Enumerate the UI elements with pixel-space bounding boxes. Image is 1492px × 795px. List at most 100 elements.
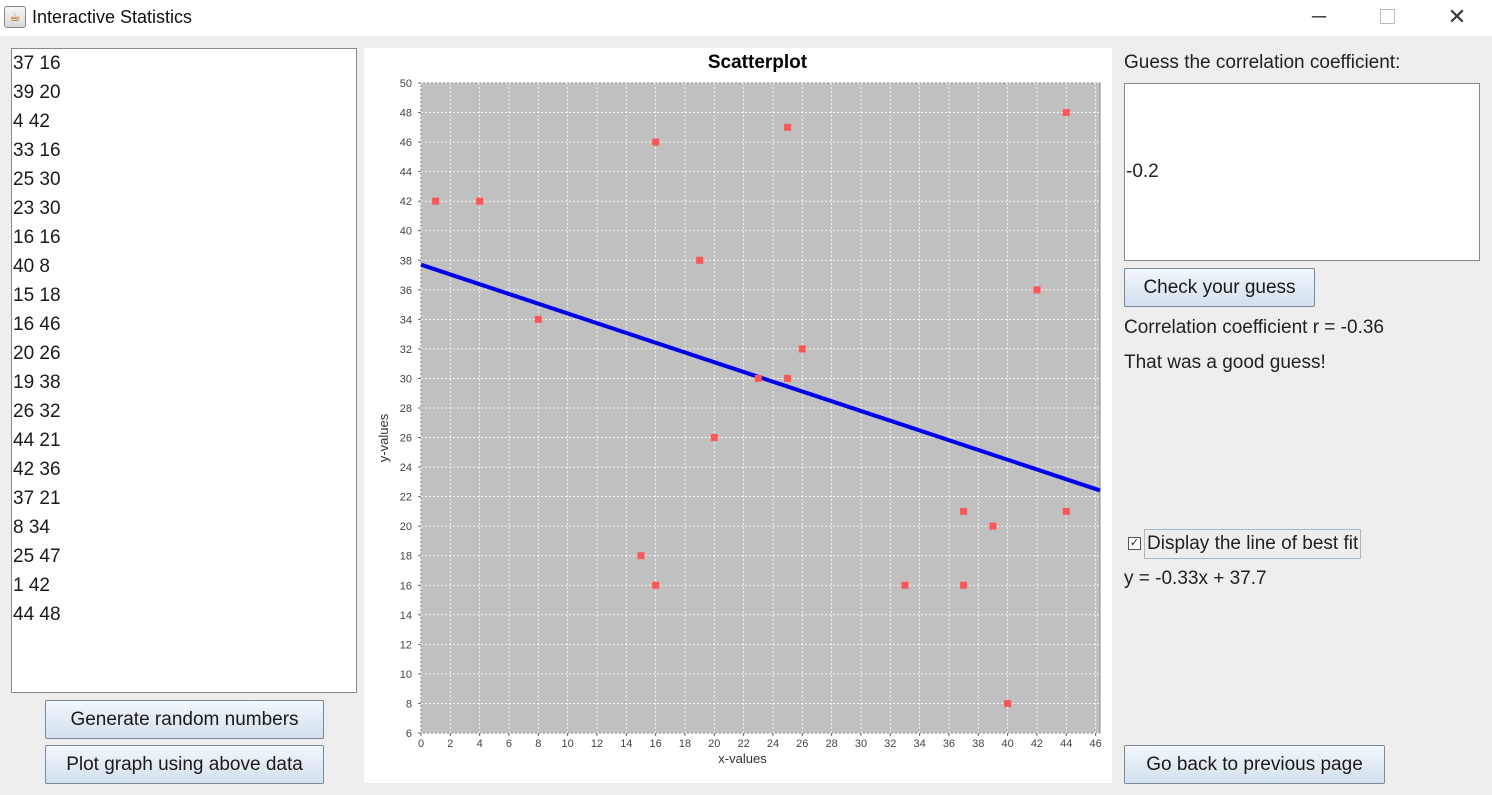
x-tick-label: 20 <box>708 738 720 750</box>
data-line: 8 34 <box>13 517 50 538</box>
x-tick-label: 40 <box>1001 738 1013 750</box>
x-tick-label: 30 <box>855 738 867 750</box>
data-line: 20 26 <box>13 343 61 364</box>
data-point <box>637 552 645 560</box>
data-point <box>432 197 440 205</box>
x-tick-label: 10 <box>562 738 574 750</box>
y-tick-label: 30 <box>400 373 412 385</box>
x-tick-label: 14 <box>620 738 632 750</box>
y-tick-label: 38 <box>400 255 412 267</box>
x-tick-label: 12 <box>591 738 603 750</box>
data-point <box>696 256 704 264</box>
data-point <box>1033 286 1041 294</box>
y-tick-label: 40 <box>400 226 412 238</box>
scatterplot-panel: 0 2 4 6 8 10 12 14 16 18 20 22 24 26 28 30 32 34 36 38 40 42 4… <box>364 48 1112 783</box>
x-tick-label: 26 <box>796 738 808 750</box>
data-line: 44 48 <box>13 604 61 625</box>
guess-value: -0.2 <box>1126 161 1159 182</box>
data-line: 1 42 <box>13 575 50 596</box>
guess-feedback: That was a good guess! <box>1124 352 1326 373</box>
x-tick-label: 18 <box>679 738 691 750</box>
y-tick-label: 44 <box>400 167 412 179</box>
x-tick-label: 2 <box>447 738 453 750</box>
y-tick-label: 36 <box>400 285 412 297</box>
data-point <box>1062 109 1070 117</box>
y-tick-label: 28 <box>400 403 412 415</box>
y-tick-label: 26 <box>400 433 412 445</box>
x-tick-label: 8 <box>535 738 541 750</box>
data-point <box>710 434 718 442</box>
generate-random-numbers-button[interactable]: Generate random numbers <box>45 700 324 739</box>
x-axis-label: x-values <box>718 751 767 766</box>
data-point <box>960 581 968 589</box>
data-line: 37 21 <box>13 488 61 509</box>
data-line: 42 36 <box>13 459 61 480</box>
data-line: 25 47 <box>13 546 61 567</box>
data-point <box>1004 699 1012 707</box>
data-point <box>784 123 792 131</box>
y-tick-label: 14 <box>400 610 412 622</box>
maximize-icon <box>1379 9 1395 25</box>
data-point <box>989 522 997 530</box>
best-fit-equation: y = -0.33x + 37.7 <box>1124 568 1267 589</box>
data-line: 16 46 <box>13 314 61 335</box>
data-line: 15 18 <box>13 285 61 306</box>
window-title: Interactive Statistics <box>32 7 193 27</box>
x-tick-label: 0 <box>418 738 424 750</box>
y-tick-label: 50 <box>400 78 412 90</box>
chart-title: Scatterplot <box>708 52 808 73</box>
checkbox-check-icon[interactable]: ✓ <box>1128 537 1141 550</box>
data-line: 26 32 <box>13 401 61 422</box>
title-bar: ☕ Interactive Statistics ─ ✕ <box>0 0 1492 36</box>
data-point <box>652 581 660 589</box>
x-tick-label: 6 <box>506 738 512 750</box>
scatterplot-svg: 0 2 4 6 8 10 12 14 16 18 20 22 24 26 28 30 32 34 36 38 40 42 4… <box>376 52 1102 766</box>
x-tick-label: 36 <box>943 738 955 750</box>
best-fit-checkbox[interactable]: ✓ Display the line of best fit <box>1124 529 1367 559</box>
best-fit-checkbox-label[interactable]: Display the line of best fit <box>1144 529 1362 559</box>
data-point <box>960 507 968 515</box>
plot-graph-button[interactable]: Plot graph using above data <box>45 745 324 784</box>
x-tick-label: 42 <box>1031 738 1043 750</box>
y-tick-label: 34 <box>400 314 412 326</box>
correlation-result: Correlation coefficient r = -0.36 <box>1124 317 1384 338</box>
data-point <box>901 581 909 589</box>
y-tick-label: 16 <box>400 580 412 592</box>
y-tick-label: 24 <box>400 462 412 474</box>
data-line: 33 16 <box>13 140 61 161</box>
data-point <box>534 315 542 323</box>
data-line: 19 38 <box>13 372 61 393</box>
java-cup-icon: ☕ <box>4 6 26 28</box>
x-tick-label: 16 <box>650 738 662 750</box>
data-point <box>754 374 762 382</box>
y-tick-label: 6 <box>406 728 412 740</box>
data-text-area[interactable]: 37 16 39 20 4 42 33 16 25 30 23 30 16 16 40 8 15… <box>11 48 357 693</box>
y-tick-label: 18 <box>400 551 412 563</box>
maximize-button[interactable] <box>1364 0 1410 36</box>
x-tick-label: 28 <box>826 738 838 750</box>
x-tick-label: 46 <box>1089 738 1101 750</box>
y-tick-label: 48 <box>400 108 412 120</box>
data-point <box>476 197 484 205</box>
go-back-button[interactable]: Go back to previous page <box>1124 745 1385 784</box>
close-button[interactable]: ✕ <box>1447 4 1467 29</box>
data-line: 40 8 <box>13 256 50 277</box>
data-point <box>1062 507 1070 515</box>
y-axis-label: y-values <box>376 413 391 462</box>
y-tick-label: 8 <box>406 698 412 710</box>
data-line: 23 30 <box>13 198 61 219</box>
x-tick-label: 4 <box>477 738 483 750</box>
x-tick-label: 22 <box>738 738 750 750</box>
data-line: 44 21 <box>13 430 61 451</box>
x-tick-label: 34 <box>913 738 925 750</box>
minimize-button[interactable]: ─ <box>1311 6 1327 28</box>
y-tick-label: 42 <box>400 196 412 208</box>
data-point <box>652 138 660 146</box>
guess-input[interactable]: -0.2 <box>1124 83 1480 261</box>
data-point <box>798 345 806 353</box>
guess-prompt-label: Guess the correlation coefficient: <box>1124 52 1401 73</box>
data-line: 4 42 <box>13 111 50 132</box>
y-tick-label: 12 <box>400 639 412 651</box>
data-point <box>784 374 792 382</box>
check-guess-button[interactable]: Check your guess <box>1124 268 1315 307</box>
